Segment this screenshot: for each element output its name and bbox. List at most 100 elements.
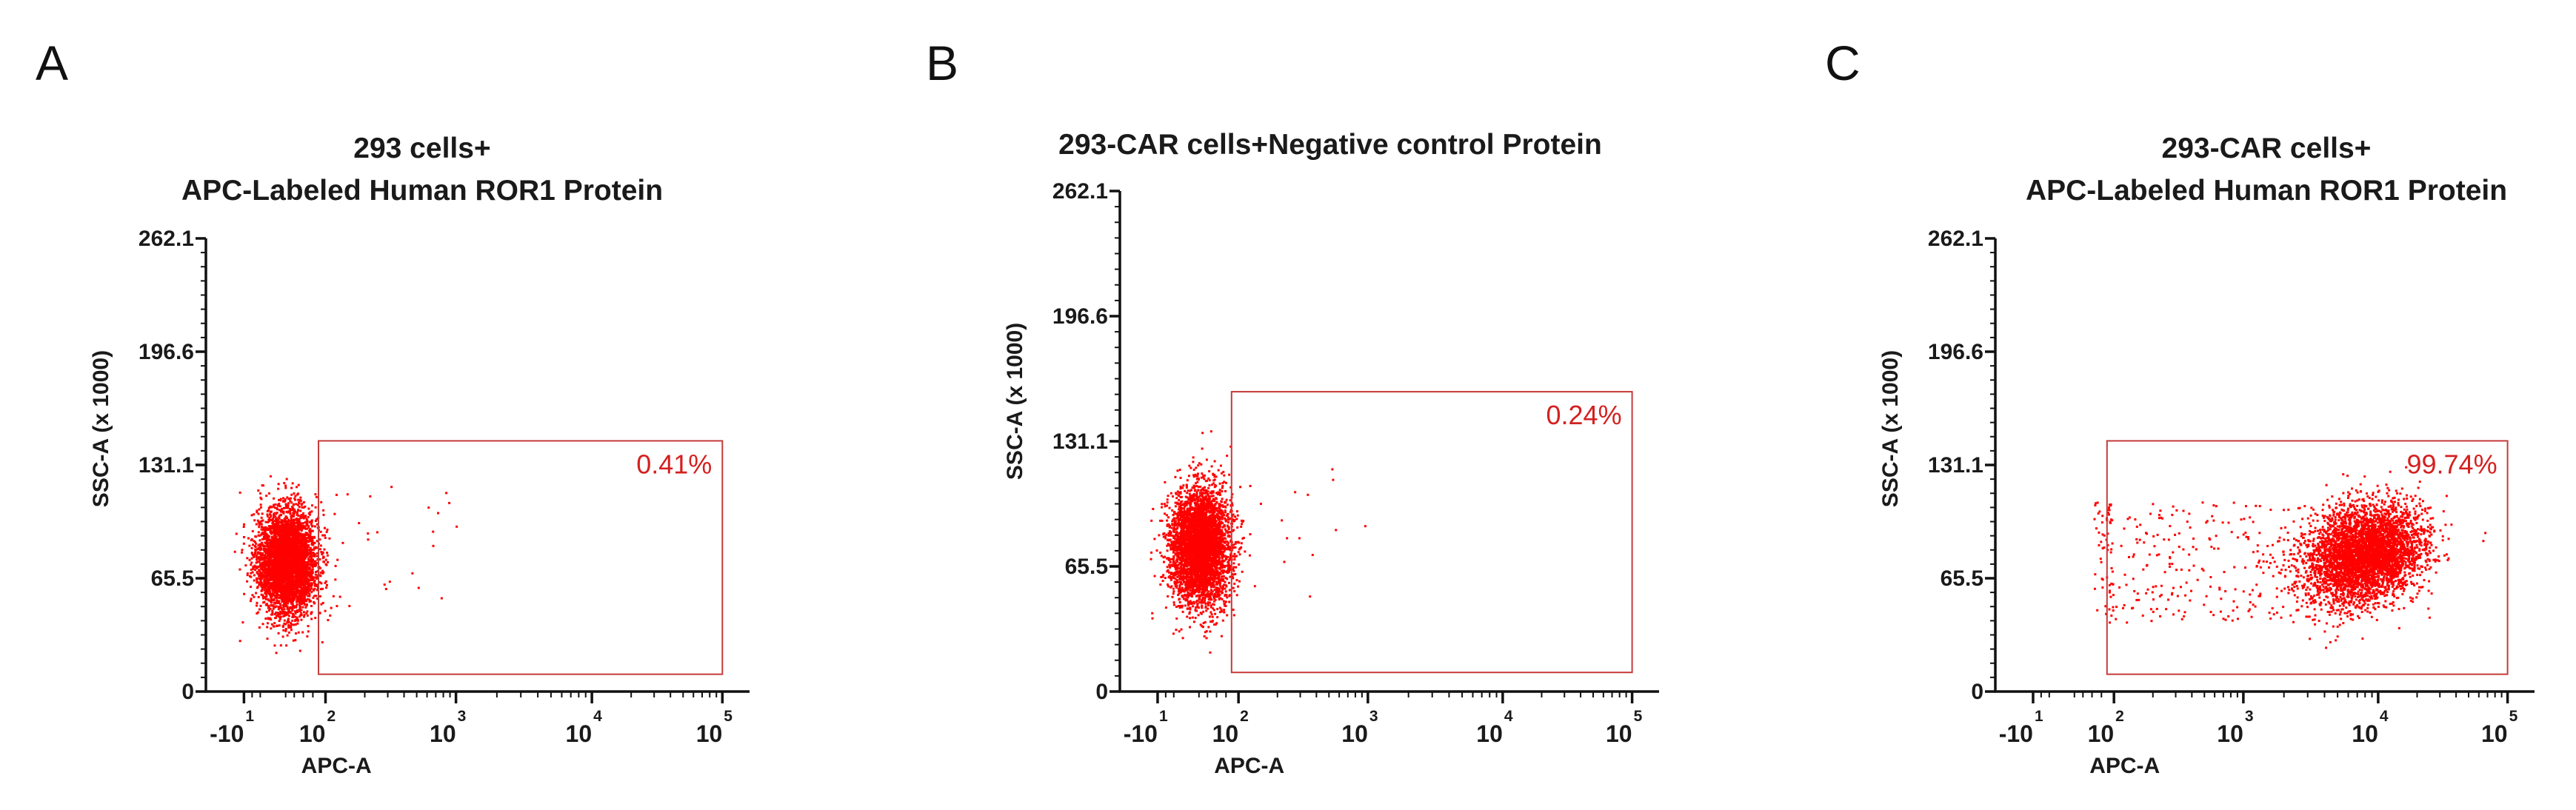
event-dot	[276, 599, 278, 602]
event-dot	[272, 607, 275, 610]
event-dot	[280, 565, 283, 568]
event-dot	[265, 569, 268, 572]
population-main	[1149, 430, 1252, 654]
event-dot	[283, 574, 286, 577]
event-dot	[261, 574, 264, 577]
event-dot	[290, 549, 293, 552]
x-axis-label: APC-A	[301, 754, 372, 778]
event-dot	[290, 532, 293, 535]
event-dot	[279, 514, 282, 517]
event-dot	[304, 560, 307, 563]
event-dot	[277, 504, 280, 507]
event-dot	[283, 590, 286, 593]
event-dot	[290, 554, 293, 557]
event-dot	[1208, 501, 1211, 503]
event-dot	[322, 571, 325, 574]
event-dot	[272, 578, 275, 580]
event-dot	[283, 622, 286, 625]
event-dot	[247, 537, 250, 540]
event-dot	[300, 578, 303, 580]
event-dot	[1222, 575, 1225, 578]
event-dot	[284, 555, 287, 558]
event-dot	[1166, 549, 1169, 552]
event-dot	[274, 566, 277, 569]
event-dot	[291, 523, 294, 526]
event-dot	[303, 601, 306, 604]
event-dot	[1199, 485, 1202, 488]
event-dot	[305, 564, 308, 567]
event-dot	[289, 500, 292, 503]
event-dot	[249, 586, 252, 589]
event-dot	[299, 523, 302, 526]
event-dot	[281, 523, 284, 526]
event-dot	[293, 552, 296, 555]
event-dot	[1207, 571, 1209, 574]
event-dot	[287, 533, 290, 536]
panel-letter: A	[36, 36, 68, 90]
event-dot	[276, 552, 278, 555]
event-dot	[294, 539, 297, 542]
x-tick-exponent: 3	[1369, 708, 1378, 725]
event-dot	[287, 568, 290, 571]
event-dot	[1216, 532, 1219, 535]
event-dot	[257, 534, 260, 537]
event-dot	[266, 540, 269, 543]
event-dot	[285, 478, 288, 481]
event-dot	[316, 589, 318, 592]
event-dot	[302, 592, 305, 595]
event-dot	[265, 573, 268, 576]
event-dot	[261, 554, 264, 557]
event-dot	[312, 596, 315, 599]
event-dot	[296, 544, 298, 547]
event-dot	[250, 572, 253, 575]
event-dot	[266, 626, 269, 629]
event-dot	[267, 617, 270, 620]
event-dot	[312, 563, 315, 566]
event-dot	[290, 557, 293, 560]
event-dot	[275, 652, 278, 655]
event-dot	[267, 572, 270, 575]
event-dot	[304, 554, 307, 557]
event-dot	[1224, 511, 1227, 514]
event-dot	[270, 549, 273, 552]
event-dot	[278, 515, 281, 518]
event-dot	[295, 517, 298, 520]
event-dot	[308, 579, 311, 582]
event-dot	[290, 517, 293, 520]
event-dot	[298, 560, 301, 563]
event-dot	[270, 537, 273, 540]
event-dot	[296, 616, 298, 619]
event-dot	[269, 551, 272, 554]
event-dot	[264, 582, 267, 585]
event-dot	[256, 612, 258, 615]
event-dot	[307, 537, 310, 540]
event-dot	[259, 572, 262, 575]
event-dot	[309, 511, 312, 514]
event-dot	[261, 568, 264, 571]
event-dot	[306, 519, 309, 522]
event-dot	[278, 561, 281, 564]
event-dot	[294, 575, 297, 578]
event-dot	[300, 598, 303, 601]
event-dot	[307, 533, 310, 536]
event-dot	[279, 573, 282, 576]
event-dot	[272, 541, 275, 544]
event-dot	[304, 557, 307, 560]
event-dot	[316, 558, 319, 560]
event-dot	[292, 600, 295, 603]
event-dot	[318, 566, 321, 569]
event-dot	[301, 597, 304, 600]
event-dot	[308, 521, 311, 523]
event-dot	[307, 562, 310, 565]
event-dot	[287, 624, 290, 627]
event-dot	[273, 520, 276, 523]
event-dot	[270, 600, 273, 603]
event-dot	[1153, 575, 1156, 578]
event-dot	[290, 588, 293, 591]
event-dot	[260, 528, 263, 531]
event-dot	[288, 570, 291, 573]
event-dot	[290, 509, 293, 512]
event-dot	[1195, 475, 1198, 478]
